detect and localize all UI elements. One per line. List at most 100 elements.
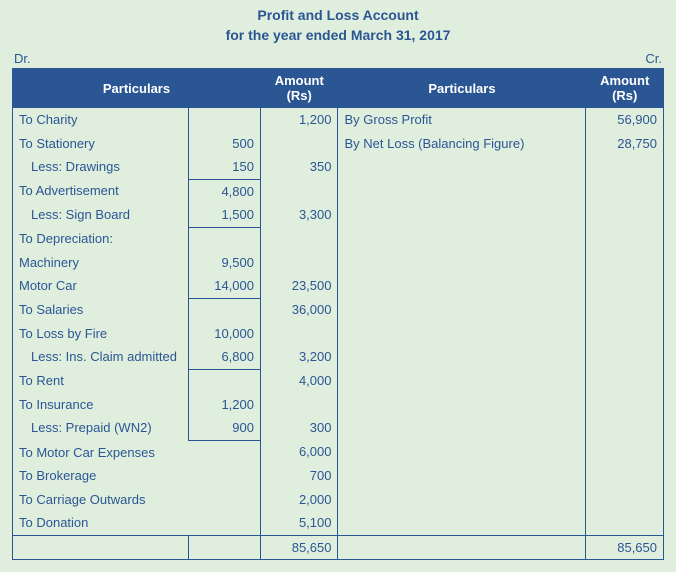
empty-cell [338,227,586,251]
empty-cell [188,227,260,251]
empty-cell [338,511,586,535]
empty-cell [261,179,338,203]
empty-cell [338,369,586,393]
advert-amt: 3,300 [261,203,338,227]
ins-less-sub: 900 [188,416,260,440]
header-particulars-cr: Particulars [338,69,586,108]
advert-label: To Advertisement [13,179,189,203]
empty-cell [261,227,338,251]
ins-less-label: Less: Prepaid (WN2) [19,420,152,435]
empty-cell [338,416,586,440]
dep-mach-sub: 9,500 [188,251,260,275]
empty-cell [13,535,189,560]
advert-less-label: Less: Sign Board [19,207,130,222]
empty-cell [338,488,586,512]
empty-cell [586,227,664,251]
empty-cell [586,369,664,393]
empty-cell [586,251,664,275]
ins-label: To Insurance [13,393,189,417]
empty-cell [586,298,664,322]
dep-amt: 23,500 [261,274,338,298]
debit-total: 85,650 [261,535,338,560]
empty-cell [586,345,664,369]
net-loss-amt: 28,750 [586,132,664,156]
fire-amt: 3,200 [261,345,338,369]
stationery-label: To Stationery [13,132,189,156]
carriage-amt: 2,000 [261,488,338,512]
empty-cell [338,274,586,298]
stationery-sub: 500 [188,132,260,156]
donation-label: To Donation [13,511,261,535]
header-amount-cr: Amount (Rs) [586,69,664,108]
empty-cell [586,179,664,203]
pl-account-table: Particulars Amount (Rs) Particulars Amou… [12,68,664,560]
title-line1: Profit and Loss Account [12,6,664,26]
empty-cell [586,393,664,417]
charity-amt: 1,200 [261,108,338,132]
empty-cell [261,132,338,156]
ins-amt: 300 [261,416,338,440]
carriage-label: To Carriage Outwards [13,488,261,512]
fire-sub: 10,000 [188,322,260,346]
fire-less-label: Less: Ins. Claim admitted [19,349,177,364]
empty-cell [188,535,260,560]
gross-profit-label: By Gross Profit [338,108,586,132]
dep-car-sub: 14,000 [188,274,260,298]
dr-label: Dr. [14,51,31,66]
donation-amt: 5,100 [261,511,338,535]
empty-cell [338,179,586,203]
empty-cell [586,416,664,440]
empty-cell [261,322,338,346]
empty-cell [338,464,586,488]
brokerage-label: To Brokerage [13,464,261,488]
advert-sub: 4,800 [188,179,260,203]
empty-cell [338,535,586,560]
dr-cr-row: Dr. Cr. [12,51,664,66]
empty-cell [338,345,586,369]
stationery-less-label: Less: Drawings [19,159,120,174]
fire-label: To Loss by Fire [13,322,189,346]
brokerage-amt: 700 [261,464,338,488]
empty-cell [338,298,586,322]
empty-cell [586,155,664,179]
mcar-exp-label: To Motor Car Expenses [13,440,261,464]
empty-cell [261,251,338,275]
title-line2: for the year ended March 31, 2017 [12,26,664,46]
empty-cell [338,203,586,227]
salaries-label: To Salaries [13,298,189,322]
rent-label: To Rent [13,369,189,393]
dep-label: To Depreciation: [13,227,189,251]
empty-cell [338,251,586,275]
empty-cell [586,488,664,512]
net-loss-label: By Net Loss (Balancing Figure) [338,132,586,156]
empty-cell [586,274,664,298]
stationery-amt: 350 [261,155,338,179]
empty-cell [338,155,586,179]
empty-cell [586,511,664,535]
empty-cell [586,322,664,346]
empty-cell [188,298,260,322]
header-particulars-dr: Particulars [13,69,261,108]
salaries-amt: 36,000 [261,298,338,322]
dep-mach-label: Machinery [13,251,189,275]
dep-car-label: Motor Car [13,274,189,298]
empty-cell [188,369,260,393]
advert-less-sub: 1,500 [188,203,260,227]
cr-label: Cr. [645,51,662,66]
mcar-exp-amt: 6,000 [261,440,338,464]
gross-profit-amt: 56,900 [586,108,664,132]
header-amount-dr: Amount (Rs) [261,69,338,108]
empty-cell [338,440,586,464]
account-title: Profit and Loss Account for the year end… [12,6,664,45]
empty-cell [586,464,664,488]
rent-amt: 4,000 [261,369,338,393]
empty-cell [586,440,664,464]
empty-cell [338,393,586,417]
empty-cell [338,322,586,346]
empty-cell [586,203,664,227]
credit-total: 85,650 [586,535,664,560]
charity-label: To Charity [13,108,189,132]
ins-sub: 1,200 [188,393,260,417]
stationery-less-sub: 150 [188,155,260,179]
empty-cell [261,393,338,417]
